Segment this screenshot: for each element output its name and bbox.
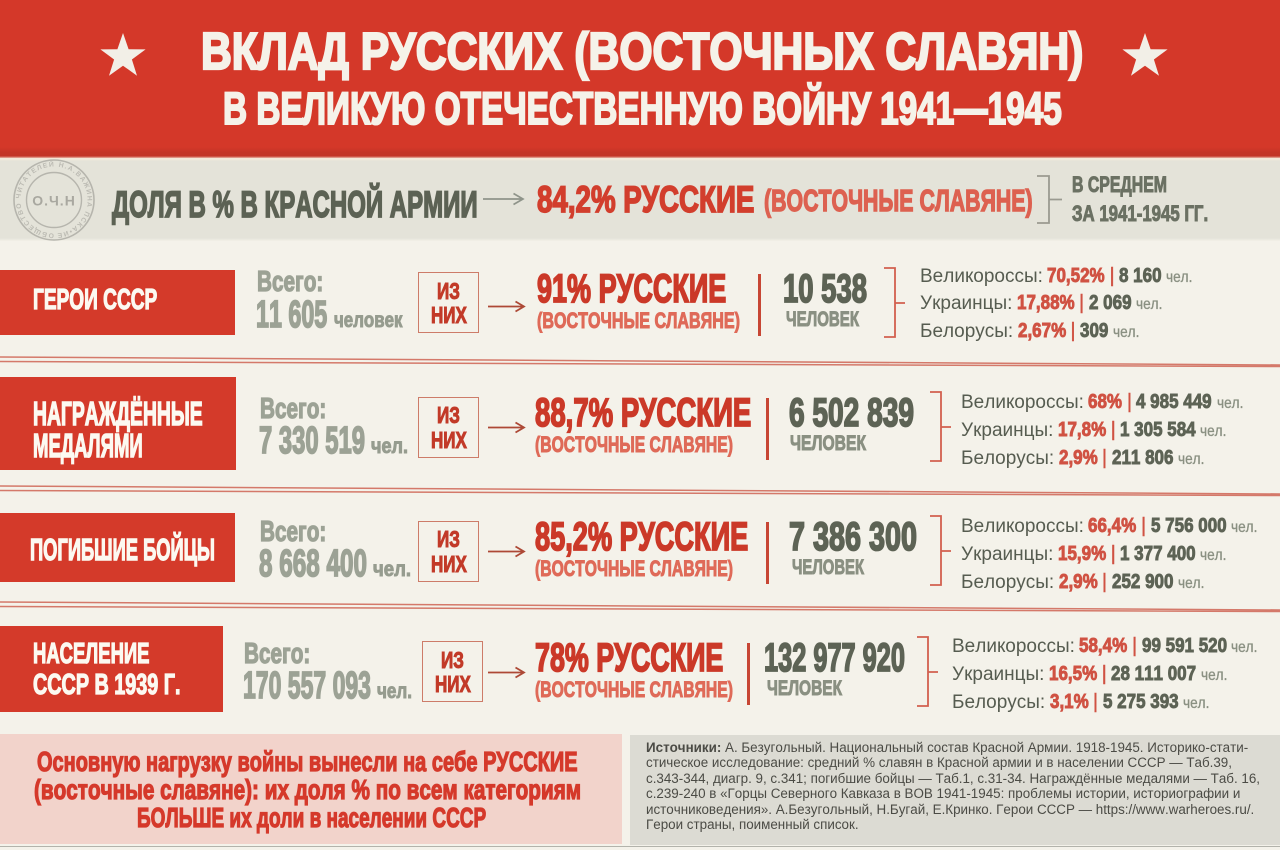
svg-text:О.Ч.Н: О.Ч.Н <box>32 193 76 209</box>
